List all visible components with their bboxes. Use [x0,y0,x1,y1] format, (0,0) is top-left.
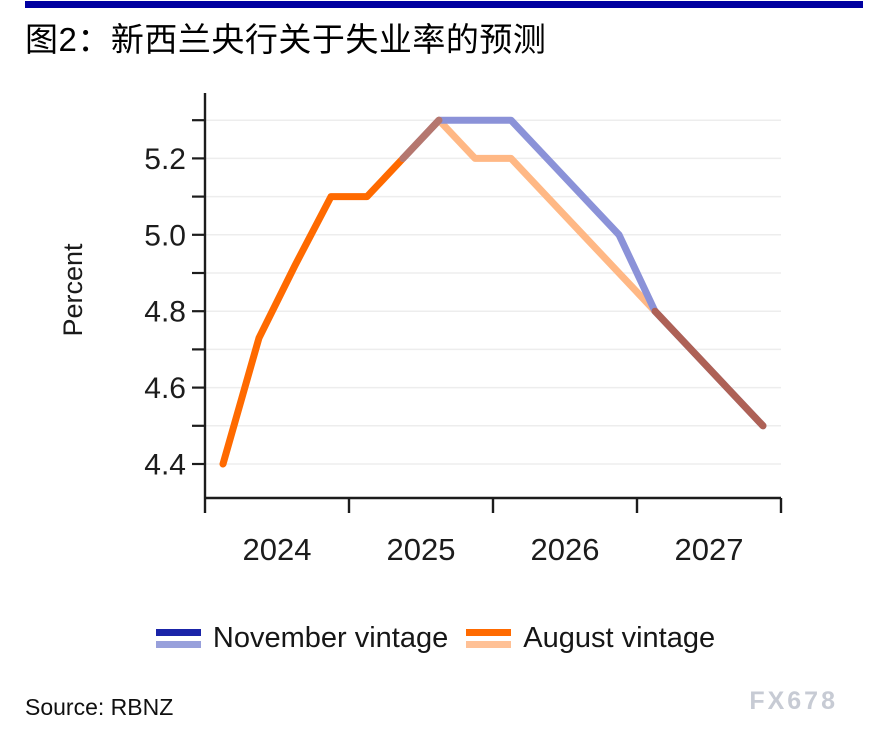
fx678-watermark: FX678 [749,687,838,715]
august-dark-line [466,628,512,636]
y-tick-label: 4.6 [144,372,186,405]
november-light-line [155,640,201,648]
november-dark-line [155,628,201,636]
header-accent-bar [25,1,863,8]
legend-item-november: November vintage [155,621,449,655]
figure-title: 图2：新西兰央行关于失业率的预测 [25,21,547,58]
x-tick-label: 2025 [387,532,456,567]
y-axis-label: Percent [58,243,88,337]
november-line-icon [155,628,201,648]
y-tick-label: 4.8 [144,296,186,329]
x-tick-label: 2026 [531,532,600,567]
x-tick-label: 2024 [243,532,312,567]
august-light-line [466,640,512,648]
august-line-icon [466,628,512,648]
chart-legend: November vintage August vintage [0,612,871,664]
series-segment [651,307,767,430]
y-tick-label: 5.2 [144,143,186,176]
y-tick-label: 4.4 [144,449,186,482]
legend-item-label: November vintage [212,621,449,654]
unemployment-forecast-chart: 4.4 4.6 4.8 5.0 5.2 2024 2025 2026 2027 [144,93,783,567]
source-credit: Source: RBNZ [25,694,174,720]
x-tick-label: 2027 [675,532,744,567]
series-segment [399,116,443,162]
series-segment [219,116,443,468]
y-tick-label: 5.0 [144,219,186,252]
legend-item-label: August vintage [523,621,716,654]
legend-item-august: August vintage [466,622,715,655]
